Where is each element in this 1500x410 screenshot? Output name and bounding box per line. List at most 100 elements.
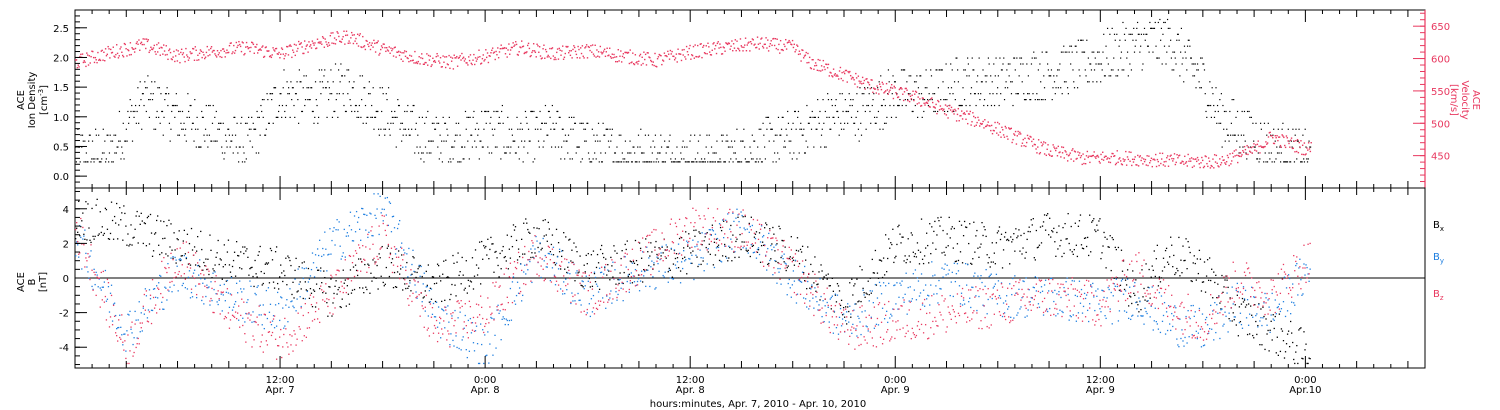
- density-point: [1094, 57, 1096, 59]
- density-point: [548, 110, 550, 113]
- by-point: [605, 307, 607, 309]
- bx-point: [162, 237, 164, 240]
- density-point: [649, 161, 651, 163]
- density-point: [651, 152, 653, 154]
- velocity-point: [981, 123, 983, 125]
- bx-point: [485, 245, 487, 248]
- velocity-point: [751, 38, 754, 40]
- density-point: [217, 128, 219, 130]
- bx-point: [307, 267, 310, 270]
- density-point: [708, 134, 710, 136]
- density-point: [1024, 99, 1026, 101]
- velocity-point: [145, 47, 147, 50]
- velocity-point: [915, 91, 918, 93]
- velocity-point: [274, 47, 277, 50]
- bx-point: [347, 293, 350, 295]
- by-point: [370, 213, 372, 215]
- bx-point: [288, 257, 290, 259]
- bx-point: [244, 246, 246, 248]
- velocity-point: [1157, 160, 1159, 163]
- density-point: [977, 75, 979, 77]
- density-point: [369, 93, 371, 95]
- density-point: [923, 110, 925, 113]
- density-point: [452, 158, 454, 160]
- by-point: [443, 310, 445, 312]
- density-point: [1039, 63, 1041, 65]
- bx-point: [1245, 304, 1248, 306]
- bx-point: [409, 279, 411, 282]
- density-point: [1229, 110, 1231, 113]
- velocity-point: [748, 41, 750, 43]
- velocity-point: [1178, 154, 1181, 156]
- density-point: [427, 140, 430, 142]
- bx-point: [525, 218, 527, 220]
- by-point: [493, 318, 495, 320]
- bx-point: [199, 265, 201, 268]
- velocity-point: [111, 51, 114, 54]
- density-point: [761, 161, 763, 163]
- by-point: [680, 261, 683, 263]
- velocity-point: [485, 49, 487, 51]
- bx-point: [427, 264, 430, 266]
- velocity-point: [759, 42, 761, 45]
- density-point: [231, 134, 234, 136]
- by-point: [427, 315, 430, 317]
- velocity-point: [256, 52, 259, 54]
- velocity-point: [1091, 154, 1094, 157]
- bx-point: [1183, 259, 1185, 262]
- velocity-point: [1164, 165, 1166, 167]
- density-point: [1213, 116, 1216, 118]
- bx-point: [1129, 295, 1131, 297]
- velocity-point: [172, 56, 174, 58]
- bx-point: [251, 266, 253, 269]
- by-point: [600, 271, 603, 273]
- density-point: [717, 161, 720, 163]
- density-point: [867, 87, 869, 89]
- bx-point: [640, 257, 643, 259]
- density-point: [431, 140, 433, 142]
- density-point: [1232, 134, 1234, 136]
- bx-point: [688, 233, 690, 235]
- density-point: [1086, 39, 1088, 41]
- bx-point: [1241, 297, 1244, 300]
- bx-point: [1152, 269, 1154, 272]
- by-point: [690, 262, 692, 264]
- velocity-point: [1083, 162, 1085, 165]
- bx-point: [677, 266, 680, 269]
- by-point: [88, 277, 90, 279]
- velocity-point: [475, 60, 478, 62]
- velocity-point: [1105, 155, 1107, 158]
- bx-point: [1263, 315, 1265, 318]
- density-point: [956, 57, 958, 59]
- density-point: [303, 75, 305, 77]
- bx-point: [365, 286, 367, 288]
- velocity-point: [179, 61, 181, 64]
- density-point: [608, 146, 610, 148]
- density-point: [412, 104, 414, 107]
- density-point: [841, 93, 843, 95]
- bx-point: [723, 220, 725, 222]
- density-point: [833, 122, 836, 124]
- velocity-point: [478, 49, 480, 51]
- density-point: [522, 161, 524, 163]
- velocity-point: [1169, 155, 1171, 157]
- bx-point: [573, 242, 575, 244]
- bx-point: [1196, 258, 1198, 260]
- density-point: [209, 104, 211, 107]
- velocity-point: [990, 124, 993, 127]
- density-point: [1289, 161, 1291, 163]
- bx-point: [206, 268, 208, 271]
- by-point: [706, 263, 708, 265]
- by-point: [356, 221, 359, 223]
- bx-point: [328, 286, 330, 288]
- density-point: [1277, 128, 1279, 130]
- velocity-point: [1162, 164, 1165, 166]
- density-point: [1276, 152, 1279, 154]
- velocity-point: [1178, 155, 1180, 157]
- velocity-point: [1185, 161, 1188, 163]
- density-point: [219, 122, 221, 124]
- by-point: [470, 332, 473, 334]
- velocity-point: [1208, 160, 1211, 162]
- density-point: [382, 93, 384, 95]
- velocity-point: [240, 50, 243, 53]
